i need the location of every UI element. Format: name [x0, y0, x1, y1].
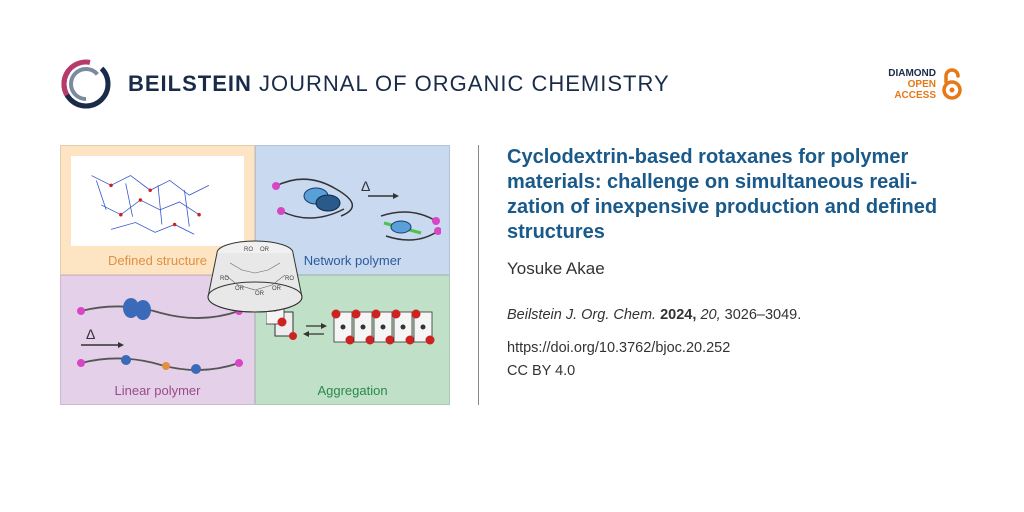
- article-author: Yosuke Akae: [507, 259, 964, 279]
- citation-journal: Beilstein J. Org. Chem.: [507, 307, 656, 323]
- open-access-lock-icon: [940, 68, 964, 100]
- svg-text:OR: OR: [260, 247, 270, 253]
- figure-q3-label: Linear polymer: [115, 383, 201, 398]
- figure-q2-label: Network polymer: [304, 253, 402, 268]
- citation-volume: 20,: [700, 307, 720, 323]
- svg-text:Δ: Δ: [361, 178, 370, 194]
- vertical-divider: [478, 145, 479, 405]
- oa-diamond-label: DIAMOND: [888, 68, 936, 79]
- svg-text:RO: RO: [244, 247, 253, 253]
- oa-open-label: OPEN: [888, 79, 936, 90]
- logo-group: BEILSTEIN JOURNAL OF ORGANIC CHEMISTRY: [60, 58, 670, 110]
- svg-text:OR: OR: [235, 286, 245, 292]
- cyclodextrin-ring-icon: OROROR RORO ROOR: [200, 235, 310, 315]
- figure-q4-label: Aggregation: [317, 383, 387, 398]
- open-access-text: DIAMOND OPEN ACCESS: [888, 68, 936, 101]
- citation-year: 2024,: [660, 307, 696, 323]
- article-title: Cyclodextrin-based rotaxanes for polymer…: [507, 145, 964, 245]
- journal-title-light: JOURNAL OF ORGANIC CHEMISTRY: [252, 71, 670, 96]
- content-row: Defined structure Δ Network polymer: [60, 145, 964, 405]
- journal-title: BEILSTEIN JOURNAL OF ORGANIC CHEMISTRY: [128, 71, 670, 97]
- svg-text:Δ: Δ: [86, 326, 95, 342]
- svg-text:RO: RO: [285, 276, 294, 282]
- journal-title-bold: BEILSTEIN: [128, 71, 252, 96]
- figure-q1-inner: [71, 156, 244, 246]
- article-metadata: Cyclodextrin-based rotaxanes for polymer…: [507, 145, 964, 405]
- molecule-structure-icon: [71, 156, 244, 246]
- svg-text:OR: OR: [272, 286, 282, 292]
- open-access-badge: DIAMOND OPEN ACCESS: [888, 68, 964, 101]
- svg-text:OR: OR: [255, 291, 265, 297]
- figure-q1-label: Defined structure: [108, 253, 207, 268]
- article-doi[interactable]: https://doi.org/10.3762/bjoc.20.252: [507, 337, 964, 360]
- article-citation: Beilstein J. Org. Chem. 2024, 20, 3026–3…: [507, 307, 964, 323]
- oa-access-label: ACCESS: [888, 90, 936, 101]
- beilstein-logo-icon: [60, 58, 112, 110]
- citation-pages: 3026–3049.: [725, 307, 802, 323]
- article-license: CC BY 4.0: [507, 360, 964, 383]
- header: BEILSTEIN JOURNAL OF ORGANIC CHEMISTRY D…: [60, 58, 964, 110]
- graphical-abstract: Defined structure Δ Network polymer: [60, 145, 450, 405]
